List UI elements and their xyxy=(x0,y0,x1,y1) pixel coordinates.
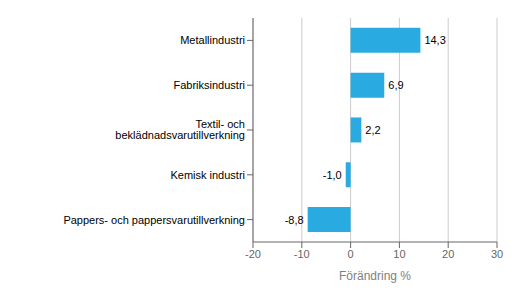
svg-text:20: 20 xyxy=(442,248,454,260)
svg-text:Kemisk industri: Kemisk industri xyxy=(170,169,245,181)
svg-text:Metallindustri: Metallindustri xyxy=(180,34,245,46)
svg-text:Förändring %: Förändring % xyxy=(339,269,411,283)
svg-text:14,3: 14,3 xyxy=(424,34,445,46)
svg-text:-8,8: -8,8 xyxy=(285,214,304,226)
svg-text:10: 10 xyxy=(393,248,405,260)
svg-text:2,2: 2,2 xyxy=(365,124,380,136)
svg-text:Pappers- och pappersvarutillve: Pappers- och pappersvarutillverkning xyxy=(63,214,245,226)
svg-text:-20: -20 xyxy=(245,248,261,260)
svg-text:Fabriksindustri: Fabriksindustri xyxy=(173,79,245,91)
svg-text:6,9: 6,9 xyxy=(388,79,403,91)
svg-text:Textil- ochbeklädnadsvarutillv: Textil- ochbeklädnadsvarutillverkning xyxy=(115,118,245,141)
svg-text:0: 0 xyxy=(348,248,354,260)
svg-text:-10: -10 xyxy=(294,248,310,260)
svg-text:30: 30 xyxy=(491,248,503,260)
svg-text:-1,0: -1,0 xyxy=(323,169,342,181)
